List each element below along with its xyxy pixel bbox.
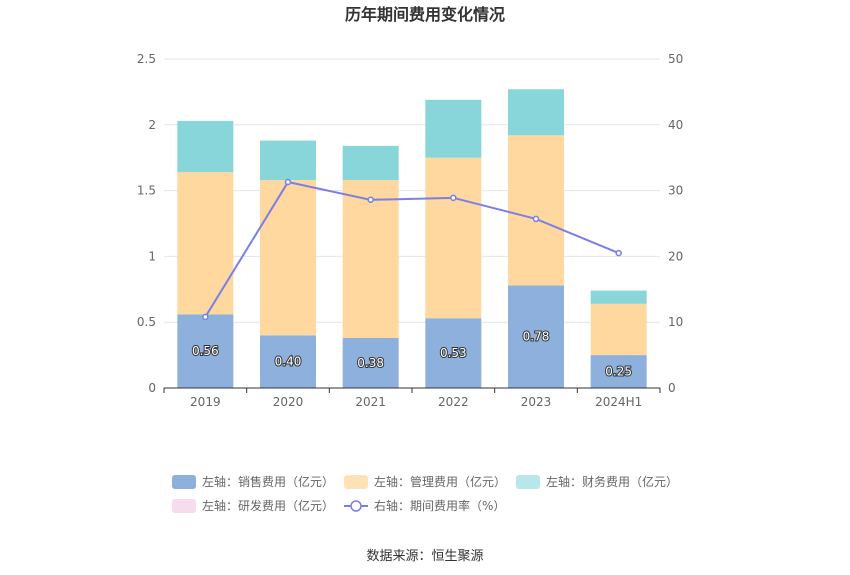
bar-value-label: 0.38 — [357, 356, 384, 370]
left-tick-label: 0.5 — [137, 315, 156, 329]
left-tick-label: 1.5 — [137, 184, 156, 198]
rate-point — [367, 196, 374, 204]
right-axis: 0 10 20 30 40 50 — [668, 52, 683, 395]
bar-segment — [590, 303, 647, 356]
legend-label: 左轴：研发费用（亿元） — [202, 498, 334, 513]
legend-swatch — [172, 499, 196, 513]
legend-item[interactable]: 左轴：财务费用（亿元） — [516, 474, 678, 489]
legend-item[interactable]: 左轴：管理费用（亿元） — [344, 474, 506, 489]
left-axis: 0 0.5 1 1.5 2 2.5 — [137, 52, 156, 395]
rate-point — [450, 194, 457, 202]
bar-segment — [260, 140, 316, 181]
right-tick-label: 40 — [668, 118, 683, 132]
right-tick-label: 10 — [668, 315, 683, 329]
legend[interactable]: 左轴：销售费用（亿元） 左轴：管理费用（亿元） 左轴：财务费用（亿元） 左轴：研发费用… — [172, 474, 678, 513]
bar-segment — [342, 180, 399, 338]
legend-label: 右轴：期间费用率（%） — [374, 498, 505, 513]
bar-segment — [508, 135, 564, 286]
bar-segment — [177, 172, 234, 315]
bar-segment — [425, 318, 482, 388]
bar-segment — [508, 89, 564, 136]
right-tick-label: 50 — [668, 52, 683, 66]
rate-line-path — [204, 180, 620, 318]
rate-point — [615, 249, 622, 257]
x-tick-label: 2020 — [273, 395, 304, 409]
bar-segment — [590, 290, 647, 304]
bar-segment — [508, 285, 564, 388]
legend-label: 左轴：销售费用（亿元） — [202, 474, 334, 489]
legend-label: 左轴：财务费用（亿元） — [546, 474, 678, 489]
grid — [164, 58, 660, 323]
bar-segment — [177, 314, 234, 388]
x-tick-label: 2019 — [190, 395, 221, 409]
rate-point — [284, 178, 292, 186]
bar-value-label: 0.53 — [440, 346, 467, 360]
bar-value-label: 0.40 — [275, 355, 302, 369]
bar-value-label: 0.56 — [192, 344, 219, 358]
left-tick-label: 0 — [148, 381, 156, 395]
bar-segment — [260, 180, 316, 336]
bar-value-label: 0.78 — [523, 330, 550, 344]
bar-segment — [590, 355, 647, 388]
right-tick-label: 30 — [668, 184, 683, 198]
bar-segment — [177, 120, 234, 173]
right-tick-label: 20 — [668, 249, 683, 263]
rate-line — [202, 178, 622, 321]
legend-swatch — [344, 475, 368, 489]
bars — [177, 89, 647, 388]
rate-point — [202, 313, 209, 321]
legend-swatch — [516, 475, 540, 489]
right-tick-label: 0 — [668, 381, 676, 395]
x-tick-label: 2022 — [438, 395, 469, 409]
legend-item[interactable]: 左轴：销售费用（亿元） — [172, 474, 334, 489]
x-tick-label: 2023 — [521, 395, 552, 409]
legend-item[interactable]: 左轴：研发费用（亿元） — [172, 498, 334, 513]
left-tick-label: 2 — [148, 118, 156, 132]
bar-segment — [425, 157, 482, 319]
chart-title: 历年期间费用变化情况 — [345, 5, 505, 24]
bar-value-label: 0.25 — [605, 365, 632, 379]
x-axis: 2019 2020 2021 2022 2023 2024H1 — [163, 387, 661, 409]
source-note: 数据来源：恒生聚源 — [366, 549, 483, 564]
bar-labels: 0.56 0.40 0.38 0.53 0.78 0.25 — [191, 329, 633, 380]
legend-marker — [350, 500, 362, 512]
rate-point — [532, 215, 540, 223]
legend-label: 左轴：管理费用（亿元） — [374, 474, 506, 489]
legend-swatch — [172, 475, 196, 489]
x-tick-label: 2021 — [355, 395, 386, 409]
bar-segment — [342, 337, 399, 388]
x-tick-label: 2024H1 — [595, 395, 642, 409]
bar-segment — [425, 99, 482, 158]
left-tick-label: 1 — [148, 249, 156, 263]
legend-item[interactable]: 右轴：期间费用率（%） — [344, 498, 505, 513]
bar-segment — [342, 145, 399, 181]
left-tick-label: 2.5 — [137, 52, 156, 66]
bar-segment — [260, 335, 316, 388]
